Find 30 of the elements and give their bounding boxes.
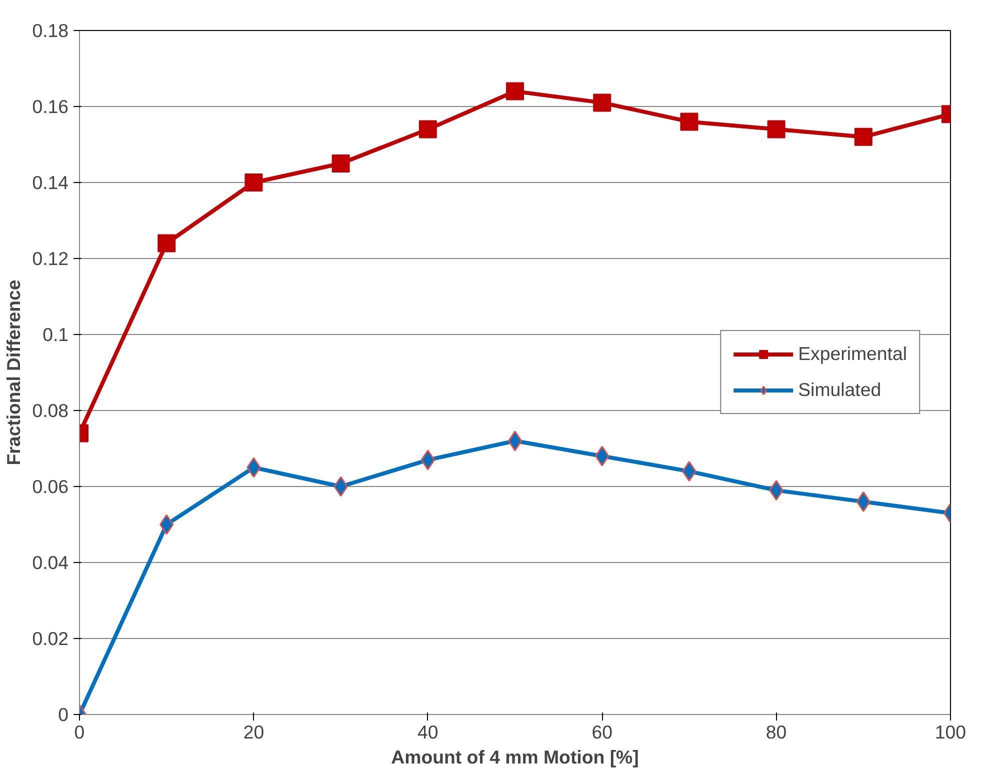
point [332, 154, 350, 172]
point [767, 120, 786, 138]
point [418, 120, 437, 138]
legend-label: Experimental [798, 343, 907, 365]
y-tick-label: 0 [58, 704, 69, 725]
y-tick-label: 0.06 [32, 476, 68, 497]
x-tick-label: 100 [934, 722, 966, 742]
y-tick-label: 0.1 [42, 324, 69, 345]
y-tick-label: 0.12 [32, 248, 68, 269]
y-tick-label: 0.04 [32, 552, 68, 573]
y-tick-label: 0.08 [32, 400, 68, 421]
point [854, 128, 872, 146]
y-tick-label: 0.16 [32, 96, 68, 117]
y-tick-label: 0.18 [32, 20, 68, 41]
point [506, 82, 524, 100]
x-tick-label: 80 [766, 722, 787, 742]
point [680, 112, 698, 131]
point [593, 94, 612, 112]
point [158, 234, 176, 252]
y-tick-label: 0.14 [32, 172, 68, 193]
point [244, 174, 263, 192]
y-tick-label: 0.02 [32, 628, 68, 649]
point [508, 430, 522, 452]
y-axis-title: Fractional Difference [3, 280, 24, 466]
x-tick-label: 40 [418, 722, 438, 742]
x-tick-label: 0 [74, 722, 85, 742]
x-axis-title: Amount of 4 mm Motion [%] [391, 746, 639, 768]
x-tick-label: 60 [592, 722, 612, 742]
legend-label: Simulated [798, 379, 882, 401]
x-tick-label: 20 [243, 722, 264, 742]
